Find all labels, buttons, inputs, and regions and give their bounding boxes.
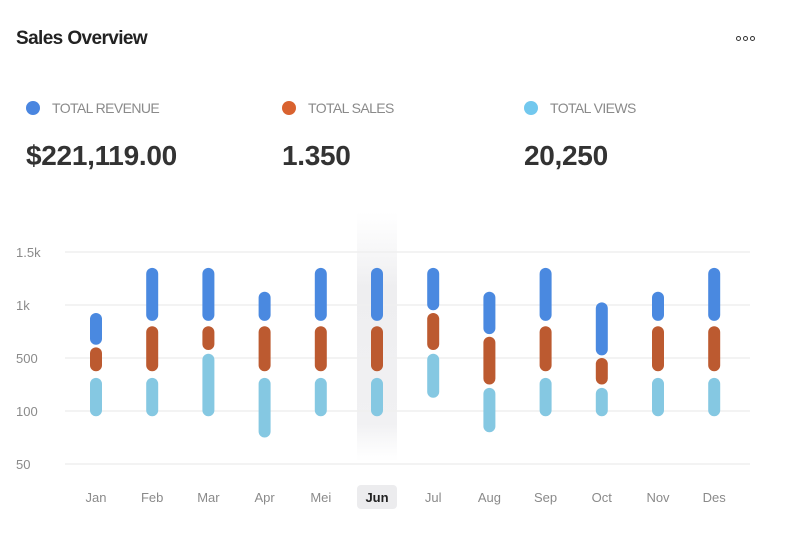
bar-total-sales-oct [595, 358, 608, 385]
bar-total-views-mei [314, 377, 327, 417]
stat-label: TOTAL REVENUE [52, 100, 160, 116]
card-title: Sales Overview [16, 28, 148, 49]
bar-total-views-oct [595, 387, 608, 417]
x-tick-label-oct: Oct [592, 490, 613, 505]
bar-total-revenue-feb [146, 267, 159, 321]
bar-total-revenue-mei [314, 267, 327, 321]
x-tick-label-jul: Jul [425, 490, 442, 505]
stat-total-views: TOTAL VIEWS 20,250 [524, 100, 636, 172]
bar-total-revenue-sep [539, 267, 552, 321]
x-tick-label-jun: Jun [365, 490, 388, 505]
stat-value: $221,119.00 [26, 140, 177, 171]
bar-total-views-jan [90, 377, 102, 417]
selected-month-pill [357, 485, 397, 509]
revenue-dot-icon [26, 101, 40, 115]
sales-dot-icon [282, 101, 296, 115]
bar-total-revenue-mar [202, 267, 215, 321]
bar-total-views-aug [483, 387, 496, 433]
bar-total-revenue-jan [90, 312, 102, 345]
x-tick-label-jan: Jan [86, 490, 107, 505]
bar-total-sales-jan [90, 347, 102, 372]
y-tick-label: 100 [16, 404, 38, 419]
stat-label: TOTAL SALES [308, 100, 394, 116]
stat-value: 20,250 [524, 140, 608, 171]
y-tick-label: 500 [16, 351, 38, 366]
bar-total-sales-aug [483, 336, 496, 385]
views-dot-icon [524, 101, 538, 115]
stat-label: TOTAL VIEWS [550, 100, 636, 116]
bar-total-sales-nov [652, 326, 664, 372]
x-tick-label-des: Des [703, 490, 727, 505]
stat-total-revenue: TOTAL REVENUE $221,119.00 [26, 100, 177, 172]
bar-total-sales-sep [539, 326, 552, 372]
stat-value: 1.350 [282, 140, 351, 171]
bar-total-sales-apr [258, 326, 271, 372]
y-tick-label: 1k [16, 298, 30, 313]
x-tick-label-apr: Apr [254, 490, 275, 505]
x-tick-label-nov: Nov [646, 490, 670, 505]
bar-total-views-feb [146, 377, 159, 417]
stat-total-sales: TOTAL SALES 1.350 [282, 100, 394, 172]
bar-total-revenue-apr [258, 291, 271, 321]
bar-total-views-jul [427, 353, 440, 398]
bar-total-sales-jun [371, 326, 383, 372]
x-tick-label-feb: Feb [141, 490, 163, 505]
bar-total-sales-mei [314, 326, 327, 372]
bar-total-views-mar [202, 353, 215, 417]
bar-total-revenue-des [708, 267, 721, 321]
bar-total-revenue-oct [595, 302, 608, 356]
x-tick-label-aug: Aug [478, 490, 501, 505]
bar-total-sales-feb [146, 326, 159, 372]
more-options-icon[interactable] [736, 32, 760, 44]
bar-total-views-des [708, 377, 721, 417]
bar-total-revenue-jul [427, 267, 440, 311]
bar-total-views-nov [652, 377, 664, 417]
bar-total-views-sep [539, 377, 552, 417]
bar-total-sales-mar [202, 326, 215, 351]
bar-total-views-apr [258, 377, 271, 438]
bar-total-sales-jul [427, 312, 440, 351]
bar-total-sales-des [708, 326, 721, 372]
y-tick-label: 1.5k [16, 245, 41, 260]
bar-total-revenue-jun [371, 267, 383, 321]
bar-total-revenue-nov [652, 291, 664, 321]
x-tick-label-mar: Mar [197, 490, 220, 505]
x-tick-label-sep: Sep [534, 490, 557, 505]
bar-total-revenue-aug [483, 291, 496, 335]
x-tick-label-mei: Mei [310, 490, 331, 505]
y-tick-label: 50 [16, 457, 30, 472]
bar-total-views-jun [371, 377, 383, 417]
